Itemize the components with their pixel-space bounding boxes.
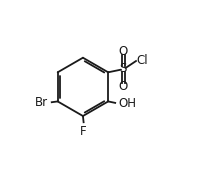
Text: Cl: Cl	[137, 54, 148, 67]
Text: O: O	[119, 80, 128, 93]
Text: O: O	[119, 45, 128, 58]
Text: F: F	[80, 125, 87, 138]
Text: S: S	[120, 62, 127, 76]
Text: OH: OH	[118, 97, 136, 110]
Text: Br: Br	[35, 96, 48, 109]
